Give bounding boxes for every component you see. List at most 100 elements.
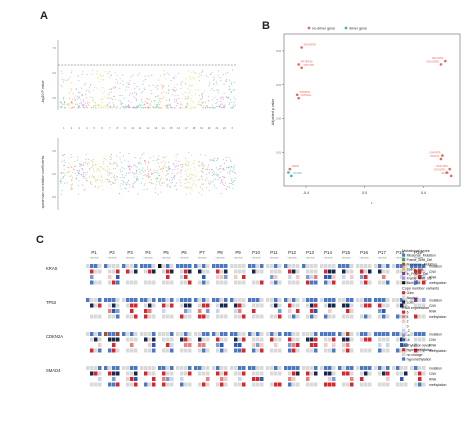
oncoprint-cell (116, 348, 120, 353)
oncoprint-cell (216, 264, 220, 268)
correlation-point (123, 167, 125, 169)
manhattan-point (170, 80, 172, 82)
correlation-point (225, 157, 227, 159)
oncoprint-cell (130, 280, 134, 285)
oncoprint-cell (284, 264, 288, 268)
oncoprint-cell (392, 337, 396, 342)
correlation-point (110, 163, 112, 165)
correlation-point (124, 181, 126, 184)
oncoprint-cell (342, 309, 346, 313)
correlation-point (168, 165, 170, 167)
oncoprint-cell (274, 366, 278, 370)
oncoprint-cell (188, 371, 192, 376)
oncoprint-cell (346, 303, 350, 308)
correlation-point (73, 169, 75, 171)
manhattan-point (174, 101, 176, 103)
correlation-point (181, 167, 183, 169)
correlation-point (139, 171, 141, 173)
oncoprint-cell (302, 298, 306, 302)
oncoprint-cell (162, 309, 166, 313)
oncoprint-cell (198, 343, 202, 347)
manhattan-point (211, 88, 213, 90)
correlation-point (176, 154, 179, 156)
oncoprint-cell (126, 298, 130, 302)
correlation-point (121, 180, 123, 182)
oncoprint-cell (230, 377, 234, 381)
manhattan-point (127, 84, 129, 86)
manhattan-point (181, 107, 183, 109)
oncoprint-cell (400, 298, 404, 302)
correlation-point (64, 182, 66, 184)
correlation-point (226, 186, 229, 188)
oncoprint-cell (284, 332, 288, 336)
x-tick-label: 0.4 (421, 191, 426, 195)
correlation-point (234, 172, 236, 174)
correlation-point (144, 169, 146, 171)
manhattan-point (208, 99, 210, 101)
oncoprint-cell (220, 332, 224, 336)
patient-label: P15 (342, 250, 350, 255)
oncoprint-cell (90, 377, 94, 381)
correlation-point (91, 163, 93, 165)
correlation-point (152, 183, 154, 185)
correlation-point (165, 166, 167, 168)
correlation-point (144, 173, 146, 176)
oncoprint-cell (324, 314, 328, 319)
oncoprint-cell (86, 269, 90, 274)
manhattan-point (210, 107, 212, 109)
oncoprint-cell (374, 280, 378, 285)
oncoprint-cell (220, 264, 224, 268)
oncoprint-cell (212, 332, 216, 336)
manhattan-point (225, 73, 227, 75)
correlation-point (218, 167, 221, 169)
oncoprint-cell (158, 377, 162, 381)
oncoprint-cell (176, 371, 180, 376)
oncoprint-cell (284, 343, 288, 347)
oncoprint-cell (166, 309, 170, 313)
oncoprint-cell (248, 280, 252, 285)
oncoprint-cell (116, 377, 120, 381)
oncoprint-cell (108, 382, 112, 387)
oncoprint-cell (206, 343, 210, 347)
oncoprint-cell (360, 332, 364, 336)
correlation-point (62, 172, 64, 174)
oncoprint-cell (368, 366, 372, 370)
chromosome-label: 21 (215, 126, 218, 130)
correlation-point (204, 154, 207, 156)
oncoprint-cell (198, 371, 202, 376)
oncoprint-cell (392, 309, 396, 313)
oncoprint-cell (414, 348, 418, 353)
manhattan-point (210, 89, 212, 91)
oncoprint-cell (130, 337, 134, 342)
oncoprint-cell (378, 348, 382, 353)
manhattan-point (77, 107, 79, 109)
oncoprint-cell (374, 275, 378, 279)
correlation-point (234, 178, 236, 180)
oncoprint-cell (198, 303, 202, 308)
oncoprint-cell (392, 348, 396, 353)
oncoprint-cell (252, 280, 256, 285)
oncoprint-cell (252, 377, 256, 381)
oncoprint-cell (152, 264, 156, 268)
oncoprint-cell (126, 337, 130, 342)
manhattan-point (167, 104, 169, 106)
oncoprint-cell (230, 371, 234, 376)
oncoprint-cell (252, 343, 256, 347)
correlation-point (160, 161, 162, 163)
chromosome-label: 7 (109, 126, 111, 130)
rna-legend-label: 6 (407, 311, 409, 315)
oncoprint-cell (122, 371, 126, 376)
oncoprint-cell (404, 264, 408, 268)
correlation-point (208, 190, 210, 192)
oncoprint-cell (194, 275, 198, 279)
correlation-point (128, 172, 130, 174)
bottom-tick-2: -0.5 (52, 195, 57, 199)
manhattan-point (221, 103, 223, 105)
correlation-point (233, 168, 235, 170)
manhattan-point (63, 107, 65, 109)
oncoprint-cell (342, 280, 346, 285)
manhattan-point (150, 100, 153, 103)
oncoprint-cell (266, 371, 270, 376)
oncoprint-cell (104, 280, 108, 285)
chromosome-label: 11 (139, 126, 142, 130)
